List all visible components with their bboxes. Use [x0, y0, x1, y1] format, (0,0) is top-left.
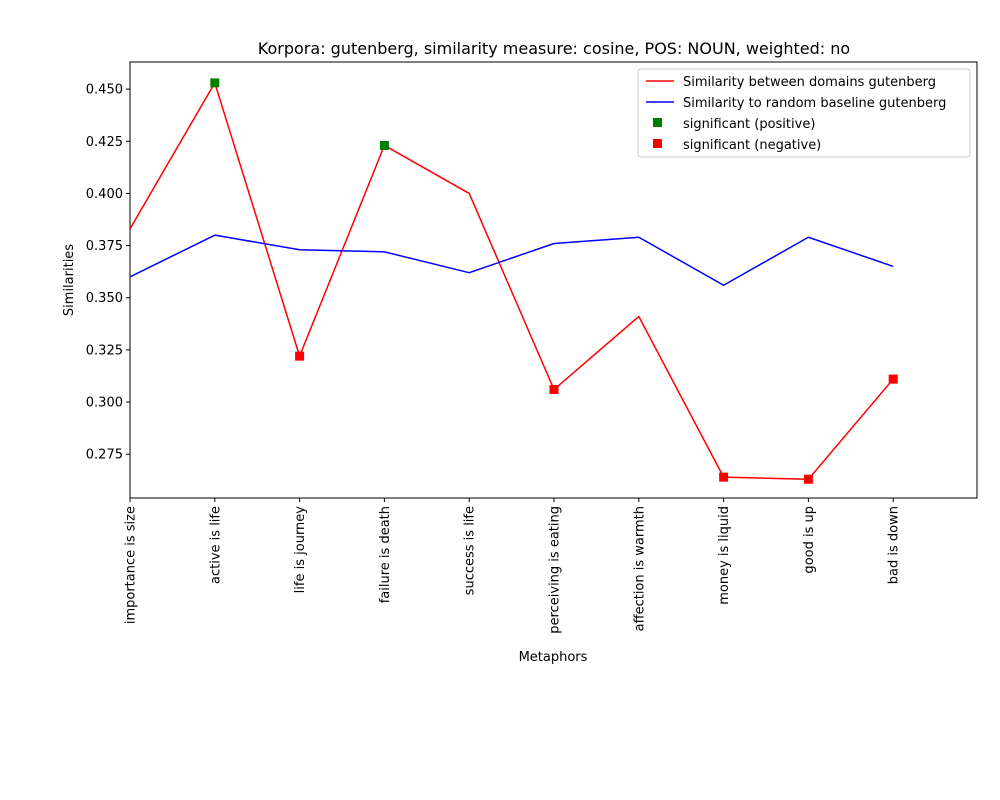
- y-tick-label: 0.350: [86, 291, 123, 306]
- y-axis-label: Similarities: [62, 244, 77, 316]
- y-tick-label: 0.425: [86, 135, 123, 150]
- x-tick-label: bad is down: [887, 506, 902, 584]
- chart-title: Korpora: gutenberg, similarity measure: …: [258, 39, 850, 58]
- legend: Similarity between domains gutenberg Sim…: [637, 68, 971, 158]
- legend-label-significant-positive: significant (positive): [683, 117, 815, 132]
- legend-marker-significant-positive: [653, 118, 662, 127]
- significant-negative-marker: [295, 351, 305, 361]
- legend-label-significant-negative: significant (negative): [683, 138, 821, 153]
- x-tick-label: affection is warmth: [632, 506, 647, 631]
- x-tick-label: money is liquid: [717, 506, 732, 605]
- x-tick-label: perceiving is eating: [548, 506, 563, 634]
- x-tick-label: good is up: [802, 506, 817, 574]
- x-tick-label: importance is size: [124, 506, 139, 624]
- legend-label-series-2: Similarity to random baseline gutenberg: [683, 96, 946, 111]
- x-tick-label: failure is death: [378, 506, 393, 603]
- significant-negative-marker: [888, 374, 898, 384]
- y-tick-label: 0.375: [86, 239, 123, 254]
- y-tick-label: 0.325: [86, 343, 123, 358]
- y-tick-label: 0.450: [86, 83, 123, 98]
- y-tick-label: 0.275: [86, 448, 123, 463]
- significant-negative-marker: [719, 472, 729, 482]
- legend-marker-significant-negative: [653, 139, 662, 148]
- plot-area: 0.275 0.300 0.325 0.350 0.375 0.400 0.425 0.450…: [86, 61, 978, 634]
- x-tick-label: active is life: [208, 506, 223, 584]
- x-axis-label: Metaphors: [519, 650, 588, 665]
- y-tick-label: 0.400: [86, 187, 123, 202]
- legend-box: [637, 68, 971, 158]
- series-line-1: [130, 82, 894, 480]
- x-tick-label: success is life: [463, 506, 478, 595]
- legend-label-series-1: Similarity between domains gutenberg: [683, 75, 936, 90]
- significant-negative-marker: [803, 474, 813, 484]
- significant-positive-marker: [379, 140, 389, 150]
- series-group: [130, 82, 894, 480]
- x-tick-label: life is journey: [293, 506, 308, 594]
- y-tick-label: 0.300: [86, 396, 123, 411]
- series-line-2: [130, 234, 894, 286]
- significant-negative-marker: [549, 385, 559, 395]
- significant-positive-marker: [210, 78, 220, 88]
